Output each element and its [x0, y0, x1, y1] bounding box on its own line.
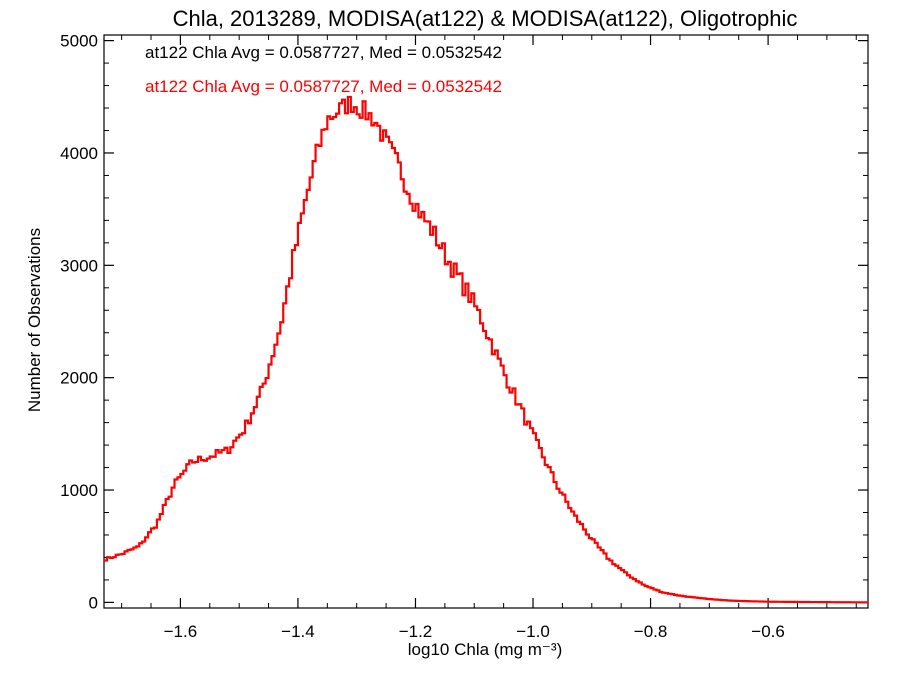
x-tick-label: −1.4: [281, 622, 315, 641]
x-axis-label: log10 Chla (mg m⁻³): [408, 640, 562, 659]
plot-frame: [103, 34, 869, 609]
legend-text-red: at122 Chla Avg = 0.0587727, Med = 0.0532…: [145, 77, 502, 96]
x-tick-label: −1.6: [164, 622, 198, 641]
y-tick-label: 0: [89, 593, 98, 612]
axis-ticks: [104, 35, 868, 608]
y-tick-label: 5000: [60, 32, 98, 51]
series-layer: [104, 95, 868, 604]
x-tick-label: −0.8: [634, 622, 668, 641]
y-tick-label: 3000: [60, 256, 98, 275]
plot-border: [103, 34, 869, 609]
chart-title: Chla, 2013289, MODISA(at122) & MODISA(at…: [173, 6, 798, 31]
y-tick-label: 1000: [60, 481, 98, 500]
x-tick-label: −1.0: [516, 622, 550, 641]
y-tick-label: 4000: [60, 144, 98, 163]
tick-labels: −1.6 −1.4 −1.2 −1.0 −0.8 −0.6 0 1000 2000 3000 400…: [60, 32, 785, 641]
histogram-series-line: [104, 95, 868, 604]
y-tick-label: 2000: [60, 369, 98, 388]
x-tick-label: −0.6: [751, 622, 785, 641]
legend-text-black: at122 Chla Avg = 0.0587727, Med = 0.0532…: [145, 43, 502, 62]
y-axis-label: Number of Observations: [25, 228, 44, 412]
x-tick-label: −1.2: [399, 622, 433, 641]
